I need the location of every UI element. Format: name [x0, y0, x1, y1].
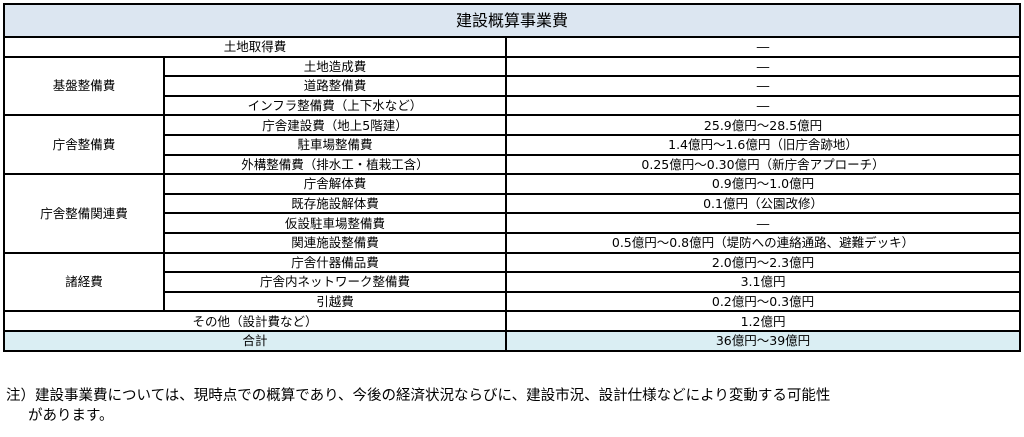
total-value: 36億円～39億円: [504, 329, 1022, 352]
row-value: 0.2億円～0.3億円: [504, 290, 1022, 313]
table-row: 関連施設整備費 0.5億円～0.8億円（堤防への連絡通路、避難デッキ）: [4, 231, 1022, 254]
footnote-line-2: があります。: [28, 408, 114, 424]
row-label: 仮設駐車場整備費: [163, 212, 507, 234]
row-value: ―: [504, 36, 1022, 58]
row-label: 引越費: [163, 290, 507, 313]
table-title: 建設概算事業費: [2, 3, 1022, 38]
row-label: 土地造成費: [163, 55, 507, 78]
row-value: 2.0億円～2.3億円: [504, 251, 1022, 274]
row-label: 土地取得費: [3, 36, 507, 58]
category-label: 庁舎整備関連費: [3, 173, 165, 254]
table-row: 庁舎整備費 庁舎建設費（地上5階建） 25.9億円～28.5億円: [3, 114, 1022, 176]
row-label: 既存施設解体費: [163, 192, 507, 215]
row-value: 1.2億円: [504, 310, 1022, 332]
table-row: 諸経費 庁舎什器備品費 2.0億円～2.3億円: [3, 251, 1022, 313]
row-value: ―: [504, 75, 1022, 97]
table-row: 庁舎内ネットワーク整備費 3.1億円: [4, 271, 1022, 293]
table-row: 基盤整備費 土地造成費 ―: [3, 55, 1022, 117]
category-label: 基盤整備費: [3, 55, 165, 117]
table-row: 庁舎整備関連費 庁舎解体費 0.9億円～1.0億円: [3, 173, 1022, 254]
cost-table: 建設概算事業費 土地取得費 ― 基盤整備費 土地造成費 ― 道路整備費 ― イン…: [2, 3, 1022, 352]
total-row: 合計 36億円～39億円: [3, 329, 1022, 352]
total-label: 合計: [3, 329, 507, 352]
row-label: 関連施設整備費: [163, 231, 507, 254]
footnote-line-1: 注）建設事業費については、現時点での概算であり、今後の経済状況ならびに、建設市況…: [6, 388, 831, 404]
category-label: 諸経費: [3, 251, 165, 313]
row-label: 庁舎建設費（地上5階建）: [163, 114, 507, 136]
row-value: ―: [504, 212, 1022, 234]
table-row: その他（設計費など） 1.2億円: [3, 310, 1022, 332]
footnote: 注）建設事業費については、現時点での概算であり、今後の経済状況ならびに、建設市況…: [6, 386, 1021, 426]
row-value: 0.25億円～0.30億円（新庁舎アプローチ）: [504, 153, 1022, 176]
row-value: ―: [504, 94, 1022, 117]
row-label: 庁舎解体費: [163, 173, 507, 195]
table-row: 土地取得費 ―: [3, 36, 1022, 58]
row-label: 外構整備費（排水工・植栽工含）: [163, 153, 507, 176]
row-label: 駐車場整備費: [163, 133, 507, 156]
row-label: 庁舎内ネットワーク整備費: [163, 271, 507, 293]
category-label: 庁舎整備費: [3, 114, 165, 176]
row-value: 3.1億円: [504, 271, 1022, 293]
row-value: ―: [504, 55, 1022, 78]
table-row: 駐車場整備費 1.4億円～1.6億円（旧庁舎跡地）: [4, 133, 1022, 156]
row-label: 道路整備費: [163, 75, 507, 97]
row-label: 庁舎什器備品費: [163, 251, 507, 274]
row-value: 0.5億円～0.8億円（堤防への連絡通路、避難デッキ）: [504, 231, 1022, 254]
row-label: インフラ整備費（上下水など）: [163, 94, 507, 117]
row-value: 0.1億円（公園改修）: [504, 192, 1022, 215]
row-label: その他（設計費など）: [3, 310, 507, 332]
table-row: 既存施設解体費 0.1億円（公園改修）: [4, 192, 1022, 215]
table-row: 引越費 0.2億円～0.3億円: [4, 290, 1022, 313]
row-value: 0.9億円～1.0億円: [504, 173, 1022, 195]
row-value: 25.9億円～28.5億円: [504, 114, 1022, 136]
row-value: 1.4億円～1.6億円（旧庁舎跡地）: [504, 133, 1022, 156]
